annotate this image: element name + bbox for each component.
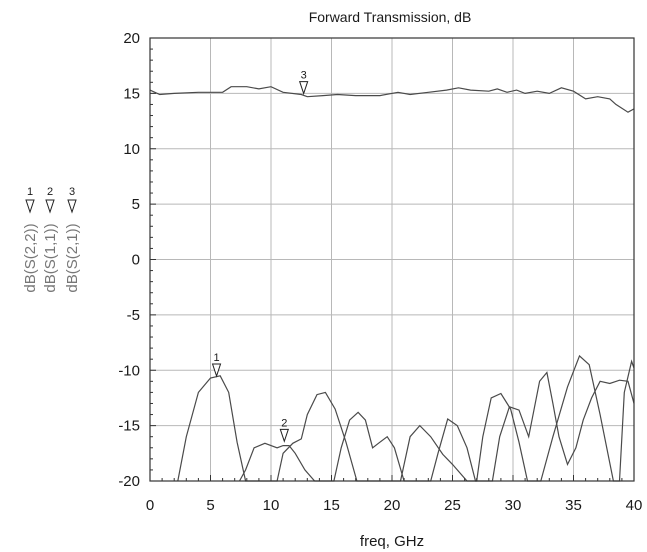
marker-1: 1 (211, 352, 222, 378)
x-tick-label: 25 (444, 497, 461, 514)
x-tick-label: 20 (384, 497, 401, 514)
marker-2: 2 (279, 417, 290, 443)
series-line-3 (238, 371, 635, 482)
ticks (149, 37, 635, 482)
marker-triangle-icon (298, 81, 309, 96)
y-tick-label: 0 (132, 252, 140, 269)
marker-triangle-icon (211, 363, 222, 378)
y-axis-label: dB(S(2,2)) (22, 223, 39, 292)
marker-label: 3 (301, 70, 307, 82)
series-line-1 (149, 86, 635, 113)
y-axis-label: dB(S(2,1)) (64, 223, 81, 292)
y-tick-label: 5 (132, 196, 140, 213)
x-tick-label: 40 (626, 497, 643, 514)
y-tick-label: -5 (127, 307, 140, 324)
x-tick-label: 5 (206, 497, 214, 514)
y-label-marker-number: 2 (47, 186, 53, 198)
y-label-marker-icon (25, 199, 35, 214)
x-tick-label: 15 (323, 497, 340, 514)
y-axis-label: dB(S(1,1)) (42, 223, 59, 292)
marker-triangle-icon (279, 428, 290, 443)
y-tick-label: -10 (118, 362, 140, 379)
x-tick-label: 35 (565, 497, 582, 514)
series-line-2 (177, 354, 635, 482)
marker-label: 1 (213, 352, 219, 364)
x-tick-label: 30 (505, 497, 522, 514)
x-tick-label: 10 (263, 497, 280, 514)
y-tick-label: 20 (123, 30, 140, 47)
y-tick-label: -15 (118, 418, 140, 435)
markers: 1 2 3 (211, 70, 309, 443)
y-tick-labels: -20 -15 -10 -5 0 5 10 15 20 (118, 30, 140, 490)
x-tick-label: 0 (146, 497, 154, 514)
y-tick-label: 10 (123, 141, 140, 158)
y-label-marker-icon (45, 199, 55, 214)
marker-label: 2 (281, 417, 287, 429)
y-tick-label: -20 (118, 473, 140, 490)
y-axis-label-group: dB(S(2,2)) 1 dB(S(1,1)) 2 dB(S(2,1)) 3 (22, 186, 81, 293)
y-tick-label: 15 (123, 85, 140, 102)
marker-3: 3 (298, 70, 309, 96)
y-label-marker-number: 3 (69, 186, 75, 198)
y-label-marker-number: 1 (27, 186, 33, 198)
chart-title: Forward Transmission, dB (309, 9, 472, 25)
x-axis-label: freq, GHz (360, 533, 424, 550)
grid (150, 38, 634, 481)
x-tick-labels: 0 5 10 15 20 25 30 35 40 (146, 497, 643, 514)
y-label-marker-icon (67, 199, 77, 214)
